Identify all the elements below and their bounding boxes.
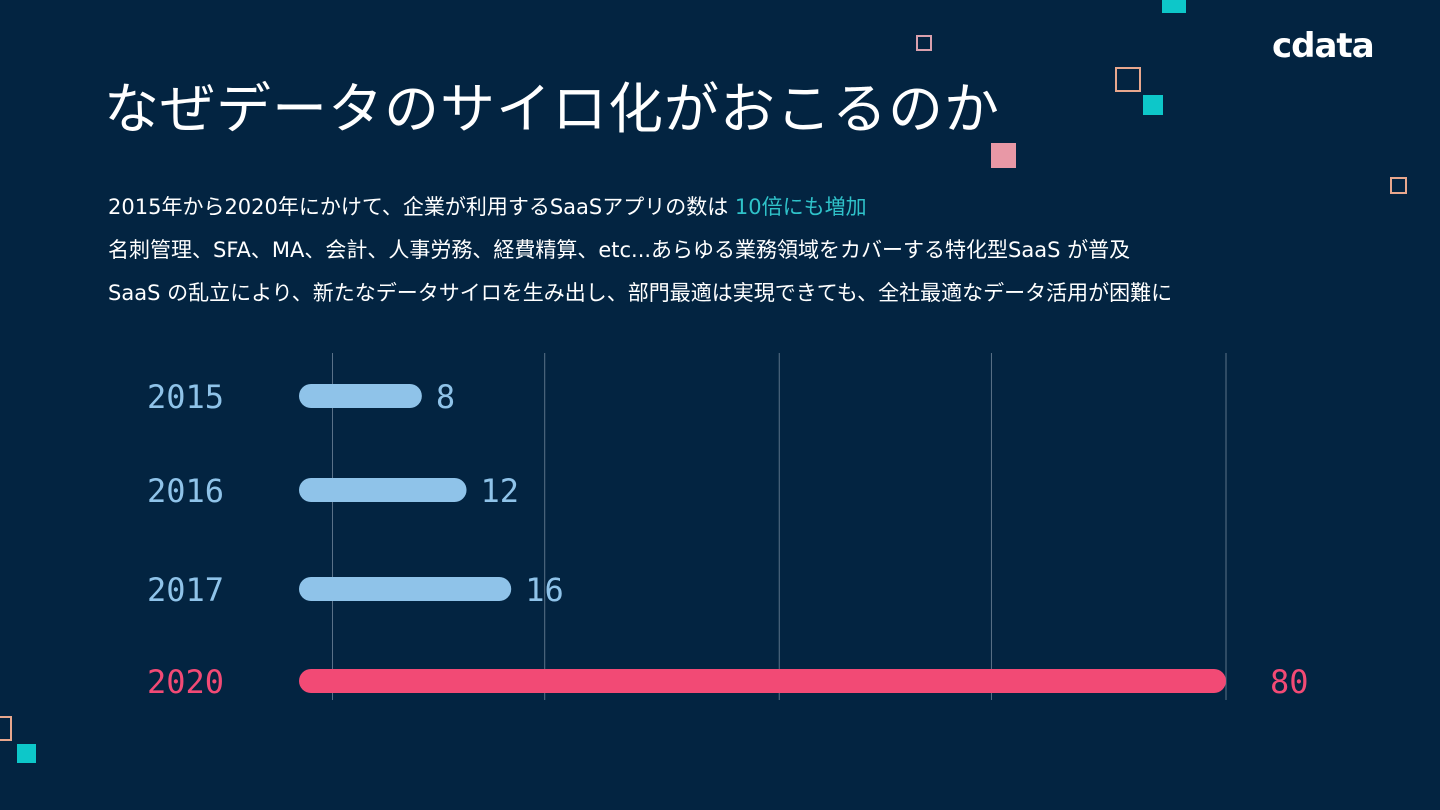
lead-line-1-text: 2015年から2020年にかけて、企業が利用するSaaSアプリの数は (108, 195, 735, 219)
bar-2015 (299, 384, 422, 408)
bar-2020 (299, 669, 1226, 693)
category-label-2015: 2015 (147, 378, 224, 416)
logo-text: cdata (1272, 26, 1374, 66)
category-label-2016: 2016 (147, 472, 224, 510)
lead-line-1: 2015年から2020年にかけて、企業が利用するSaaSアプリの数は 10倍にも… (108, 186, 1172, 229)
lead-line-2: 名刺管理、SFA、MA、会計、人事労務、経費精算、etc...あらゆる業務領域を… (108, 238, 1131, 262)
decor-square-outline-3 (1390, 177, 1407, 194)
lead-line-1-highlight: 10倍にも増加 (734, 195, 867, 219)
lead-line-3: SaaS の乱立により、新たなデータサイロを生み出し、部門最適は実現できても、全… (108, 281, 1173, 305)
decor-square-outline-4 (0, 716, 12, 741)
lead-text: 2015年から2020年にかけて、企業が利用するSaaSアプリの数は 10倍にも… (108, 186, 1172, 315)
decor-square-outline-2 (1115, 67, 1141, 92)
decor-square-teal-top (1162, 0, 1186, 13)
decor-square-pink (991, 143, 1016, 168)
value-label-2020: 80 (1270, 663, 1309, 701)
bar-2016 (299, 478, 467, 502)
category-label-2017: 2017 (147, 571, 224, 609)
decor-square-teal-2 (17, 744, 36, 763)
value-label-2017: 16 (525, 571, 564, 609)
value-label-2015: 8 (436, 378, 455, 416)
category-label-2020: 2020 (147, 663, 224, 701)
page-title: なぜデータのサイロ化がおこるのか (104, 77, 1001, 141)
cdata-logo: cdata (1272, 26, 1375, 66)
decor-square-teal-1 (1143, 95, 1163, 115)
decor-square-outline-1 (916, 35, 932, 51)
value-label-2016: 12 (481, 472, 520, 510)
bar-2017 (299, 577, 512, 601)
